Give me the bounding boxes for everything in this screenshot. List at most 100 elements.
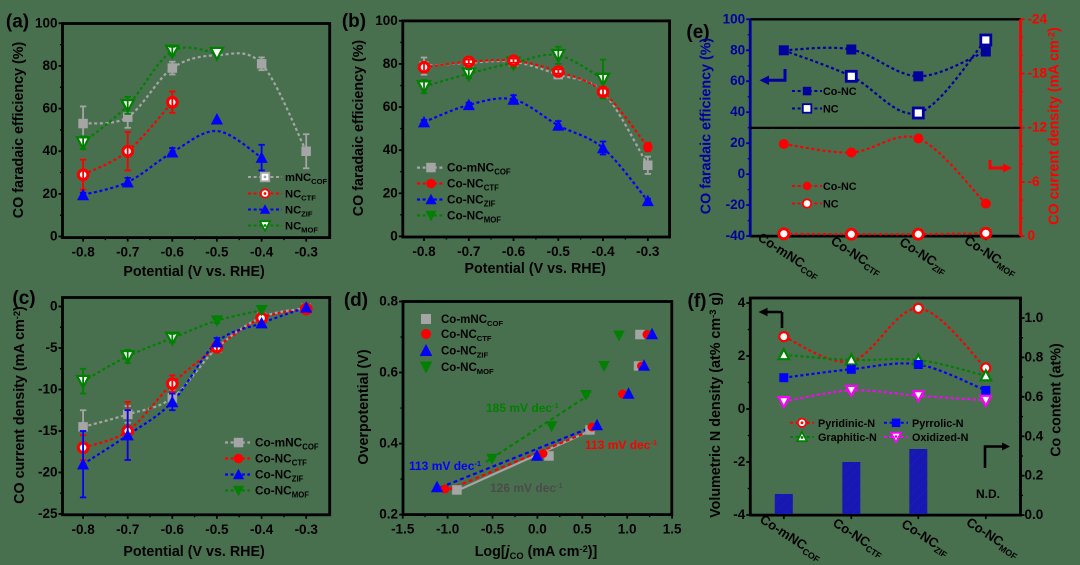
svg-text:-12: -12 bbox=[1028, 120, 1048, 135]
svg-text:Co-mNCCOF: Co-mNCCOF bbox=[441, 314, 503, 328]
svg-text:100: 100 bbox=[35, 15, 58, 30]
svg-text:1.0: 1.0 bbox=[1025, 310, 1044, 325]
svg-text:0: 0 bbox=[390, 228, 398, 243]
svg-text:40: 40 bbox=[42, 143, 57, 158]
svg-text:-18: -18 bbox=[1028, 66, 1048, 81]
svg-text:-0.3: -0.3 bbox=[636, 244, 660, 259]
svg-text:80: 80 bbox=[730, 42, 745, 57]
svg-text:Co-mNCCOF: Co-mNCCOF bbox=[255, 436, 319, 452]
svg-text:60: 60 bbox=[42, 101, 57, 116]
svg-text:0.8: 0.8 bbox=[1025, 349, 1044, 364]
svg-text:0: 0 bbox=[738, 166, 746, 181]
svg-text:Co-NC: Co-NC bbox=[823, 86, 857, 98]
svg-text:-0.5: -0.5 bbox=[205, 522, 229, 537]
svg-text:0: 0 bbox=[50, 299, 58, 314]
svg-text:Potential (V vs. RHE): Potential (V vs. RHE) bbox=[464, 261, 606, 277]
svg-text:-25: -25 bbox=[38, 506, 58, 521]
svg-text:Co-NCMOF: Co-NCMOF bbox=[441, 362, 494, 376]
svg-text:mNCCOF: mNCCOF bbox=[285, 172, 328, 186]
svg-text:Co-NCMOF: Co-NCMOF bbox=[963, 514, 1024, 562]
svg-text:-0.7: -0.7 bbox=[116, 245, 139, 260]
svg-text:(e): (e) bbox=[686, 22, 709, 43]
svg-text:-0.4: -0.4 bbox=[591, 244, 615, 259]
svg-text:CO faradaic efficiency (%): CO faradaic efficiency (%) bbox=[11, 42, 27, 219]
svg-text:NCCTF: NCCTF bbox=[285, 189, 316, 203]
svg-text:N.D.: N.D. bbox=[976, 487, 1000, 501]
svg-text:Co-NCZIF: Co-NCZIF bbox=[896, 234, 951, 278]
svg-text:Co-NCZIF: Co-NCZIF bbox=[447, 193, 496, 209]
svg-text:-0.7: -0.7 bbox=[116, 522, 139, 537]
svg-text:-40: -40 bbox=[726, 228, 746, 243]
svg-text:126 mV dec-1: 126 mV dec-1 bbox=[490, 481, 563, 495]
svg-text:-0.4: -0.4 bbox=[250, 245, 274, 260]
svg-text:Co-NCCTF: Co-NCCTF bbox=[255, 452, 307, 468]
svg-text:Co-NCCTF: Co-NCCTF bbox=[447, 177, 499, 193]
svg-text:-20: -20 bbox=[726, 197, 746, 212]
svg-text:Co-NCZIF: Co-NCZIF bbox=[255, 468, 304, 484]
svg-text:0: 0 bbox=[50, 229, 58, 244]
svg-text:0.4: 0.4 bbox=[379, 436, 398, 451]
svg-text:Co-NCMOF: Co-NCMOF bbox=[255, 484, 309, 500]
svg-text:1.0: 1.0 bbox=[618, 522, 637, 537]
svg-text:0: 0 bbox=[738, 401, 746, 416]
svg-text:113 mV dec-1: 113 mV dec-1 bbox=[585, 438, 657, 452]
svg-text:4: 4 bbox=[738, 295, 746, 310]
svg-text:Co-NCCTF: Co-NCCTF bbox=[441, 329, 492, 343]
svg-text:0.2: 0.2 bbox=[379, 507, 398, 522]
svg-text:20: 20 bbox=[42, 186, 57, 201]
svg-text:20: 20 bbox=[383, 185, 398, 200]
svg-text:Co content (at%): Co content (at%) bbox=[1049, 343, 1065, 457]
svg-text:(d): (d) bbox=[344, 290, 368, 311]
svg-text:-6: -6 bbox=[1028, 174, 1040, 189]
svg-text:CO faradaic efficiency (%): CO faradaic efficiency (%) bbox=[699, 38, 715, 215]
svg-text:-20: -20 bbox=[38, 465, 58, 480]
svg-text:0.8: 0.8 bbox=[379, 294, 398, 309]
svg-text:-0.3: -0.3 bbox=[295, 522, 319, 537]
svg-text:0.2: 0.2 bbox=[1025, 468, 1044, 483]
svg-text:185 mV dec-1: 185 mV dec-1 bbox=[486, 401, 559, 415]
svg-text:60: 60 bbox=[383, 99, 398, 114]
svg-text:Graphitic-N: Graphitic-N bbox=[818, 432, 877, 444]
svg-text:Potential (V vs. RHE): Potential (V vs. RHE) bbox=[123, 544, 265, 560]
svg-text:Log[jCO (mA cm-2)]: Log[jCO (mA cm-2)] bbox=[475, 544, 598, 561]
svg-text:(b): (b) bbox=[342, 11, 366, 32]
svg-text:40: 40 bbox=[383, 142, 398, 157]
svg-text:-0.6: -0.6 bbox=[161, 522, 185, 537]
svg-text:Volumetric N density (at% cm-3: Volumetric N density (at% cm-3 g) bbox=[708, 292, 724, 518]
svg-text:-0.6: -0.6 bbox=[502, 244, 526, 259]
svg-text:CO faradaic efficiency (%): CO faradaic efficiency (%) bbox=[351, 40, 367, 217]
svg-text:Oxidized-N: Oxidized-N bbox=[912, 432, 969, 444]
svg-text:NCZIF: NCZIF bbox=[285, 205, 313, 219]
svg-text:-0.5: -0.5 bbox=[547, 244, 571, 259]
svg-text:-0.8: -0.8 bbox=[412, 244, 436, 259]
svg-text:20: 20 bbox=[730, 135, 745, 150]
svg-text:40: 40 bbox=[730, 104, 745, 119]
svg-text:NC: NC bbox=[823, 199, 839, 211]
svg-text:NCMOF: NCMOF bbox=[285, 221, 318, 235]
svg-text:0.0: 0.0 bbox=[528, 522, 547, 537]
svg-text:-0.6: -0.6 bbox=[161, 245, 185, 260]
svg-text:-2: -2 bbox=[733, 454, 745, 469]
svg-text:-15: -15 bbox=[38, 423, 58, 438]
svg-text:0.5: 0.5 bbox=[573, 522, 592, 537]
svg-text:0.0: 0.0 bbox=[1025, 507, 1044, 522]
svg-text:2: 2 bbox=[738, 348, 746, 363]
svg-text:Co-mNCCOF: Co-mNCCOF bbox=[756, 512, 826, 565]
svg-text:-0.7: -0.7 bbox=[457, 244, 480, 259]
svg-text:0: 0 bbox=[1028, 228, 1036, 243]
svg-text:-4: -4 bbox=[733, 507, 745, 522]
svg-text:-0.5: -0.5 bbox=[205, 245, 229, 260]
svg-text:0.4: 0.4 bbox=[1025, 428, 1044, 443]
svg-text:-0.8: -0.8 bbox=[71, 245, 95, 260]
svg-text:80: 80 bbox=[383, 56, 398, 71]
svg-text:113 mV dec-1: 113 mV dec-1 bbox=[409, 459, 481, 473]
svg-text:-0.5: -0.5 bbox=[481, 522, 505, 537]
svg-text:-1.0: -1.0 bbox=[436, 522, 459, 537]
svg-text:Co-NCCTF: Co-NCCTF bbox=[827, 233, 886, 279]
svg-text:CO current density (mA cm-2): CO current density (mA cm-2) bbox=[1047, 27, 1063, 225]
svg-text:-24: -24 bbox=[1028, 11, 1048, 26]
svg-text:Potential (V vs. RHE): Potential (V vs. RHE) bbox=[123, 264, 265, 280]
svg-text:0.6: 0.6 bbox=[1025, 389, 1044, 404]
svg-text:NC: NC bbox=[823, 104, 839, 116]
svg-text:-0.4: -0.4 bbox=[250, 522, 274, 537]
